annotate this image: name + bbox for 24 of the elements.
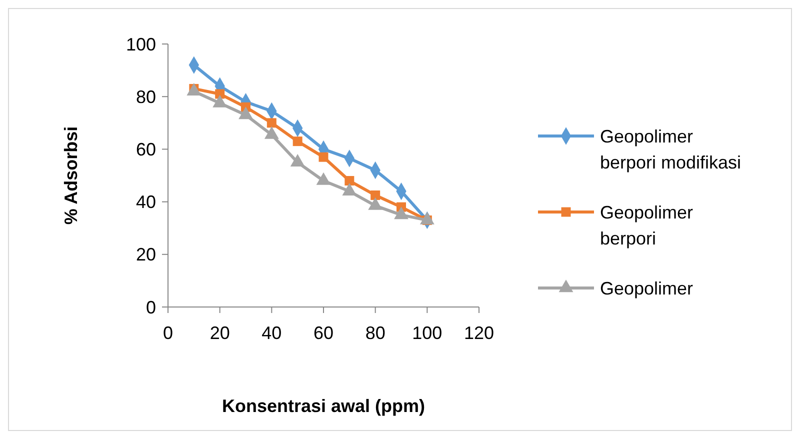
y-tick-label: 100	[126, 34, 156, 54]
legend-label: Geopolimer	[600, 278, 694, 298]
x-tick-label: 20	[210, 323, 230, 343]
y-tick-label: 60	[136, 140, 156, 160]
y-tick-label: 40	[136, 192, 156, 212]
y-axis-title: % Adsorbsi	[61, 126, 81, 225]
x-tick-label: 80	[365, 323, 386, 343]
legend-label: Geopolimer berpori modifikasi	[600, 126, 742, 172]
point	[344, 176, 354, 186]
legend-label: Geopolimer berpori	[600, 202, 694, 248]
x-tick-label: 120	[464, 323, 494, 343]
point	[215, 89, 225, 99]
x-tick-label: 0	[162, 323, 174, 343]
x-tick-label: 60	[313, 323, 334, 343]
point	[370, 190, 380, 200]
point	[266, 118, 276, 128]
y-tick-label: 80	[136, 86, 156, 107]
y-tick-label: 20	[136, 244, 156, 265]
x-tick-label: 100	[412, 323, 442, 343]
point	[318, 152, 328, 162]
x-axis-title: Konsentrasi awal (ppm)	[222, 396, 426, 416]
point	[292, 136, 302, 146]
y-tick-label: 0	[146, 297, 156, 318]
x-tick-label: 40	[262, 323, 282, 343]
